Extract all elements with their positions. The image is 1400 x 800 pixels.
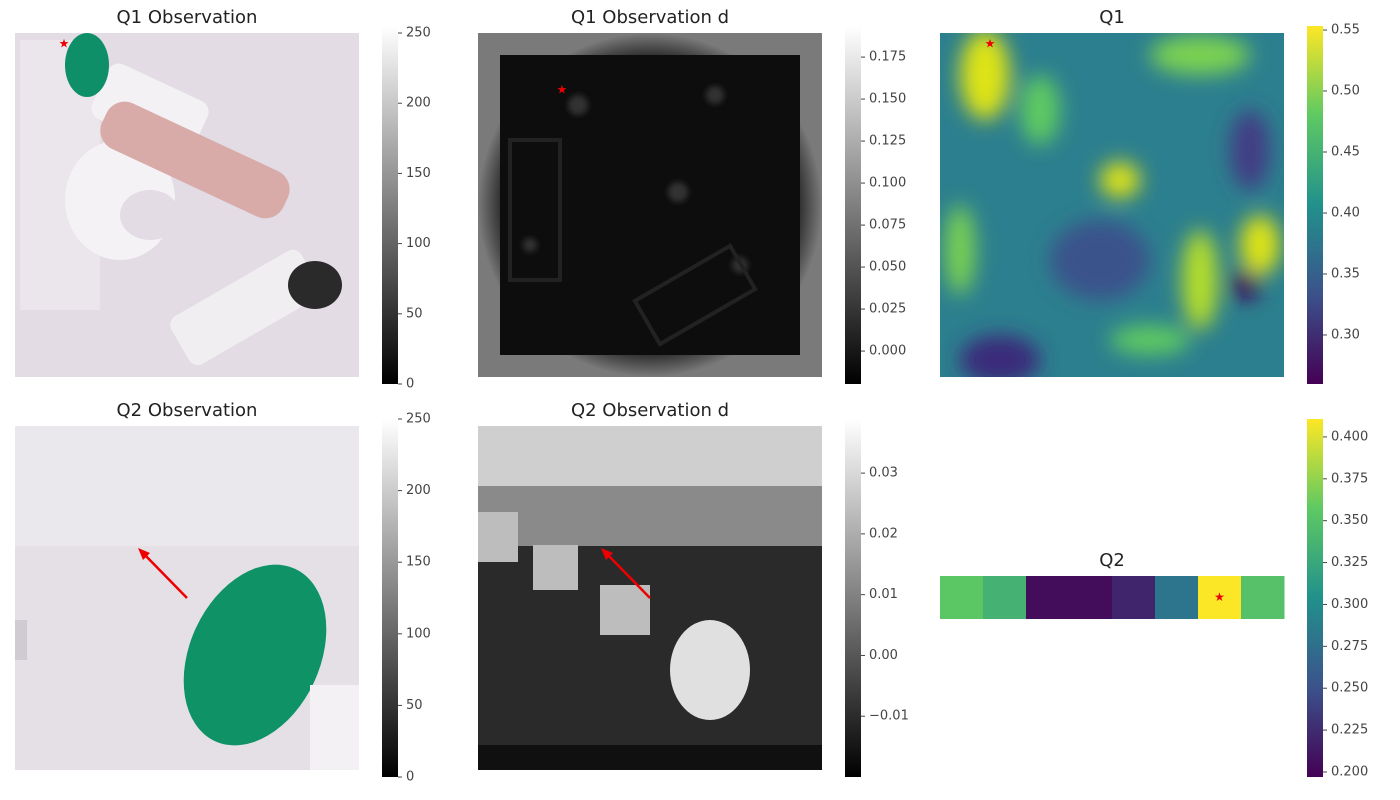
colorbar-tick-label: 0.35 (1331, 266, 1360, 281)
star-marker: ★ (1214, 590, 1225, 604)
colorbar-tick-label: 0.150 (869, 92, 906, 107)
heat-image: ★ (940, 33, 1284, 377)
colorbar (382, 26, 398, 384)
colorbar-tick-label: 0.00 (869, 648, 898, 663)
colorbar (1307, 419, 1323, 777)
panel-title: Q1 Observation d (571, 7, 729, 28)
colorbar-tick-label: 0.325 (1331, 555, 1368, 570)
colorbar-tick-label: 0.250 (1331, 681, 1368, 696)
colorbar-tick-label: 0.000 (869, 344, 906, 359)
heat-cell (940, 576, 984, 619)
heat-cell (983, 576, 1027, 619)
colorbar-tick-label: 0.02 (869, 526, 898, 541)
depth-image (478, 426, 822, 770)
colorbar (845, 26, 861, 384)
colorbar-tick-label: 150 (406, 166, 431, 181)
heat-cell (1112, 576, 1156, 619)
panel-title: Q2 Observation (117, 400, 258, 421)
heat-cell (1155, 576, 1199, 619)
colorbar-tick-label: 150 (406, 555, 431, 570)
photo: ★ (15, 33, 359, 377)
colorbar-tick-label: 0.225 (1331, 723, 1368, 738)
colorbar-tick-label: 0.400 (1331, 429, 1368, 444)
colorbar-tick-label: 0.275 (1331, 639, 1368, 654)
colorbar-tick-label: 0.100 (869, 176, 906, 191)
heat-cell (1069, 576, 1113, 619)
panel-title: Q1 Observation (117, 7, 258, 28)
colorbar-tick-label: 0 (406, 770, 414, 785)
colorbar-tick-label: 0.300 (1331, 597, 1368, 612)
colorbar-tick-label: 250 (406, 26, 431, 41)
colorbar (382, 419, 398, 777)
colorbar-tick-label: −0.01 (869, 709, 909, 724)
colorbar-tick-label: 250 (406, 412, 431, 427)
colorbar-tick-label: 0.50 (1331, 84, 1360, 99)
svg-text:★: ★ (985, 37, 996, 51)
svg-text:★: ★ (557, 83, 568, 97)
depth-image: ★ (478, 33, 822, 377)
heat-cell (1026, 576, 1070, 619)
colorbar-tick-label: 0.01 (869, 587, 898, 602)
colorbar-tick-label: 50 (406, 306, 423, 321)
panel-title: Q1 (1099, 7, 1125, 28)
colorbar-tick-label: 0.075 (869, 218, 906, 233)
colorbar (845, 419, 861, 777)
colorbar-tick-label: 0.375 (1331, 471, 1368, 486)
colorbar-tick-label: 200 (406, 96, 431, 111)
colorbar-tick-label: 0.350 (1331, 513, 1368, 528)
svg-text:★: ★ (59, 37, 70, 51)
colorbar-tick-label: 0.55 (1331, 23, 1360, 38)
colorbar (1307, 26, 1323, 384)
colorbar-tick-label: 0.40 (1331, 205, 1360, 220)
colorbar-tick-label: 200 (406, 483, 431, 498)
colorbar-tick-label: 100 (406, 626, 431, 641)
heat-cell (1198, 576, 1242, 619)
colorbar-tick-label: 100 (406, 236, 431, 251)
panel-title: Q2 Observation d (571, 400, 729, 421)
colorbar-tick-label: 0.025 (869, 302, 906, 317)
colorbar-tick-label: 0.03 (869, 466, 898, 481)
colorbar-tick-label: 0.175 (869, 50, 906, 65)
colorbar-tick-label: 50 (406, 698, 423, 713)
colorbar-tick-label: 0 (406, 377, 414, 392)
colorbar-tick-label: 0.30 (1331, 327, 1360, 342)
colorbar-tick-label: 0.200 (1331, 764, 1368, 779)
colorbar-tick-label: 0.125 (869, 134, 906, 149)
photo (15, 426, 359, 770)
panel-title: Q2 (1099, 550, 1125, 571)
colorbar-tick-label: 0.45 (1331, 145, 1360, 160)
colorbar-tick-label: 0.050 (869, 260, 906, 275)
heat-cell (1241, 576, 1285, 619)
